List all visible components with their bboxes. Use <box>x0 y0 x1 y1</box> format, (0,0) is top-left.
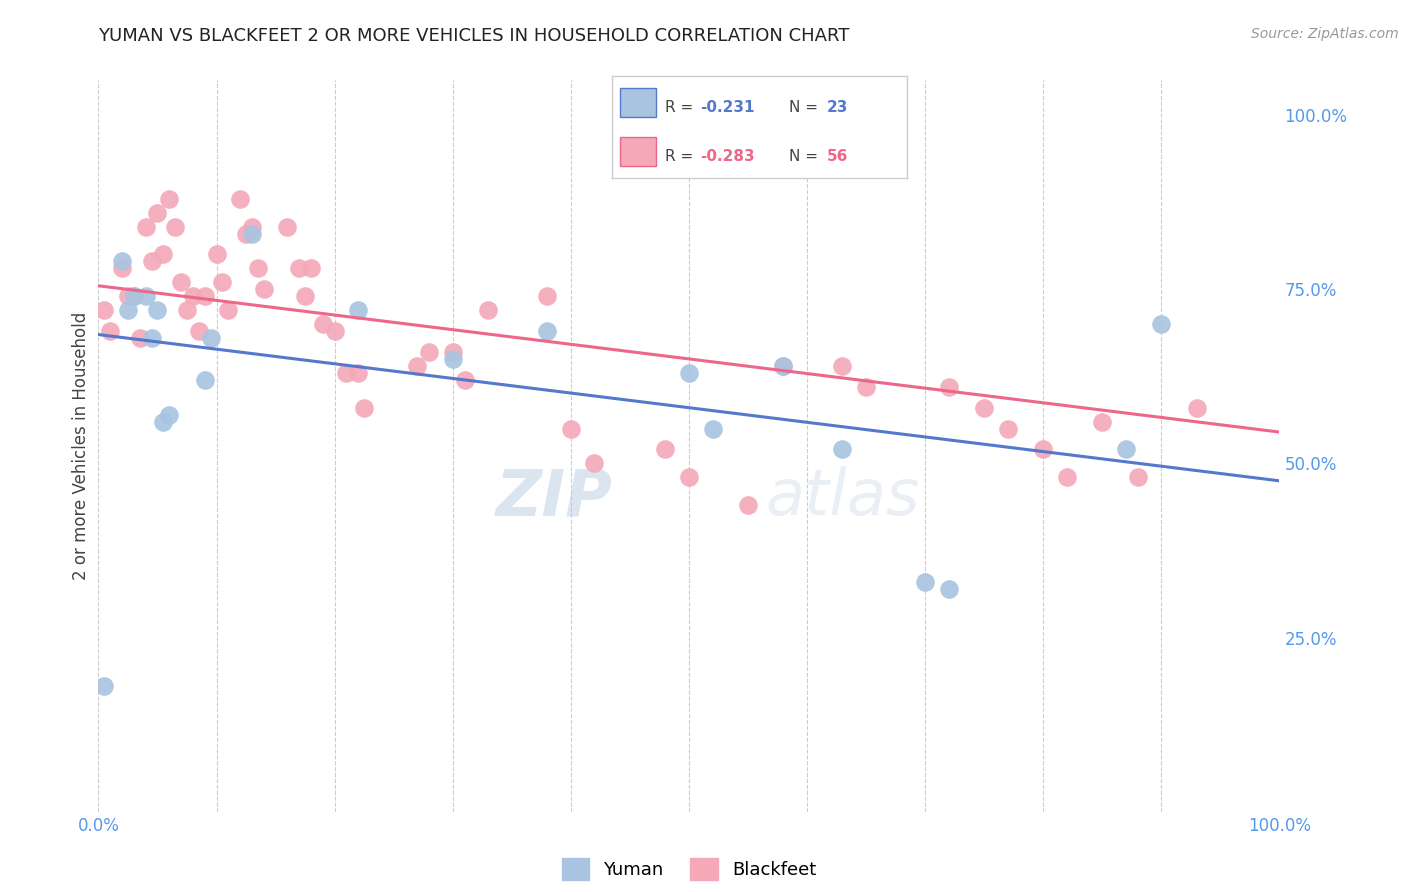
Point <box>128 331 150 345</box>
Point <box>831 359 853 373</box>
FancyBboxPatch shape <box>620 137 655 166</box>
Point <box>194 289 217 303</box>
Point <box>536 289 558 303</box>
Point <box>205 247 228 261</box>
Point <box>441 351 464 366</box>
Text: -0.231: -0.231 <box>700 100 755 115</box>
Point <box>536 324 558 338</box>
Point <box>938 380 960 394</box>
Point <box>997 421 1019 435</box>
Point <box>335 366 357 380</box>
Point <box>98 324 121 338</box>
Legend: Yuman, Blackfeet: Yuman, Blackfeet <box>554 850 824 887</box>
Point <box>181 289 204 303</box>
Point <box>453 373 475 387</box>
Point <box>93 679 115 693</box>
Point <box>111 254 134 268</box>
Point <box>146 303 169 318</box>
Point <box>1185 401 1208 415</box>
Point <box>141 254 163 268</box>
Point <box>583 457 606 471</box>
Point <box>240 227 263 241</box>
Point <box>146 205 169 219</box>
Text: N =: N = <box>789 100 823 115</box>
FancyBboxPatch shape <box>620 88 655 117</box>
Point <box>240 219 263 234</box>
Text: R =: R = <box>665 149 697 164</box>
Point <box>973 401 995 415</box>
Point <box>418 345 440 359</box>
Point <box>1091 415 1114 429</box>
Point <box>1126 470 1149 484</box>
Point <box>122 289 145 303</box>
Point <box>654 442 676 457</box>
Point <box>117 289 139 303</box>
Point <box>246 261 269 276</box>
Point <box>157 408 180 422</box>
Point <box>152 247 174 261</box>
Text: Source: ZipAtlas.com: Source: ZipAtlas.com <box>1251 27 1399 41</box>
Point <box>678 470 700 484</box>
Point <box>157 192 180 206</box>
Point <box>135 219 157 234</box>
Point <box>200 331 222 345</box>
Point <box>217 303 239 318</box>
Text: -0.283: -0.283 <box>700 149 755 164</box>
Point <box>1150 317 1173 331</box>
Point <box>441 345 464 359</box>
Point <box>477 303 499 318</box>
Point <box>347 366 370 380</box>
Text: 23: 23 <box>827 100 849 115</box>
Point <box>253 282 276 296</box>
Point <box>772 359 794 373</box>
Point <box>353 401 375 415</box>
Text: R =: R = <box>665 100 697 115</box>
Point <box>312 317 335 331</box>
Point <box>1032 442 1054 457</box>
Point <box>294 289 316 303</box>
Point <box>276 219 298 234</box>
Point <box>1056 470 1078 484</box>
Point <box>111 261 134 276</box>
Point <box>323 324 346 338</box>
Text: 56: 56 <box>827 149 849 164</box>
Point <box>299 261 322 276</box>
Point <box>194 373 217 387</box>
Point <box>702 421 724 435</box>
Point <box>93 303 115 318</box>
Point <box>938 582 960 596</box>
Point <box>831 442 853 457</box>
Point <box>1115 442 1137 457</box>
Point <box>229 192 252 206</box>
Point <box>122 289 145 303</box>
Text: atlas: atlas <box>766 467 920 528</box>
Point <box>914 574 936 589</box>
Point <box>235 227 257 241</box>
Point <box>560 421 582 435</box>
Point <box>187 324 209 338</box>
Point <box>772 359 794 373</box>
Point <box>165 219 187 234</box>
Y-axis label: 2 or more Vehicles in Household: 2 or more Vehicles in Household <box>72 312 90 580</box>
Point <box>176 303 198 318</box>
Point <box>855 380 877 394</box>
Point <box>678 366 700 380</box>
Point <box>117 303 139 318</box>
Point <box>347 303 370 318</box>
Point <box>737 498 759 512</box>
Text: YUMAN VS BLACKFEET 2 OR MORE VEHICLES IN HOUSEHOLD CORRELATION CHART: YUMAN VS BLACKFEET 2 OR MORE VEHICLES IN… <box>98 27 849 45</box>
Point <box>211 275 233 289</box>
Point <box>406 359 429 373</box>
Text: ZIP: ZIP <box>495 467 612 528</box>
Point <box>135 289 157 303</box>
Point <box>141 331 163 345</box>
Point <box>288 261 311 276</box>
Text: N =: N = <box>789 149 823 164</box>
Point <box>152 415 174 429</box>
Point <box>170 275 193 289</box>
